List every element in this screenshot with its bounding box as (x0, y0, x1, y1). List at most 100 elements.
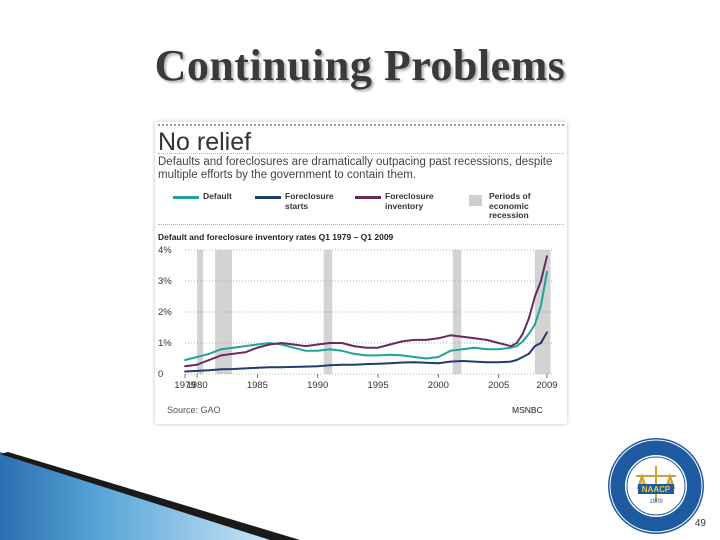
x-tick-label: 1980 (186, 380, 207, 391)
data-point (365, 363, 367, 365)
chart-headline: No relief (158, 128, 252, 156)
y-tick-label: 4% (158, 245, 172, 256)
data-point (540, 342, 542, 344)
data-point (232, 346, 235, 349)
data-point (196, 370, 198, 372)
x-tick-label: 1979 (174, 380, 195, 391)
data-point (280, 343, 283, 346)
legend-inventory-label: Foreclosure inventory (385, 191, 434, 211)
x-tick-label: 1995 (367, 380, 388, 391)
series-line-2 (184, 255, 548, 368)
data-point (527, 352, 530, 355)
data-point (220, 368, 223, 371)
data-point (540, 304, 542, 307)
footer-decoration (0, 452, 300, 540)
data-point (546, 255, 548, 258)
y-tick-label: 0 (158, 369, 163, 380)
data-point (485, 348, 488, 351)
data-point (461, 360, 464, 362)
data-point (377, 346, 379, 349)
x-tick-label: 2009 (536, 380, 557, 391)
svg-text:NAACP: NAACP (642, 485, 671, 494)
data-point (401, 340, 404, 343)
data-point (184, 365, 186, 368)
data-point (497, 348, 500, 351)
data-point (377, 354, 379, 357)
data-point (515, 342, 518, 344)
data-point (449, 349, 452, 352)
legend-inventory-swatch (355, 196, 381, 199)
data-point (365, 354, 367, 357)
data-point (316, 365, 319, 368)
data-point (509, 345, 512, 347)
legend-starts-label: Foreclosure starts (285, 191, 334, 211)
data-point (527, 317, 530, 320)
data-point (353, 345, 355, 347)
data-point (365, 346, 367, 349)
page-number: 49 (694, 518, 706, 529)
data-point (461, 348, 464, 351)
data-point (437, 337, 440, 340)
series-line-0 (184, 271, 548, 361)
data-point (316, 343, 319, 346)
data-point (220, 348, 223, 351)
data-point (304, 345, 307, 347)
data-point (232, 352, 235, 355)
data-point (461, 335, 464, 338)
data-point (220, 354, 223, 357)
chart-source: Source: GAO (167, 405, 221, 415)
data-point (196, 356, 198, 358)
data-point (244, 345, 247, 347)
data-point (208, 352, 211, 355)
data-point (377, 362, 379, 365)
data-point (292, 365, 295, 368)
data-point (425, 357, 428, 360)
data-point (389, 343, 392, 346)
data-point (196, 363, 198, 366)
data-point (534, 345, 536, 347)
data-point (268, 366, 271, 369)
data-point (413, 361, 416, 364)
data-point (184, 359, 186, 361)
legend-rule (158, 224, 564, 225)
data-point (521, 340, 524, 343)
data-point (437, 362, 440, 365)
data-point (292, 346, 295, 349)
data-point (437, 356, 440, 358)
data-point (292, 343, 295, 346)
chart-title: Default and foreclosure inventory rates … (158, 232, 394, 242)
data-point (485, 339, 488, 341)
series-line-1 (184, 331, 548, 373)
x-tick-label: 1985 (247, 380, 268, 391)
data-point (515, 345, 518, 347)
data-point (184, 370, 186, 373)
data-point (497, 342, 500, 344)
data-point (208, 369, 211, 372)
data-point (389, 362, 392, 365)
data-point (401, 354, 404, 357)
footer-dark-stripe (0, 452, 300, 540)
data-point (340, 342, 343, 344)
data-point (256, 366, 259, 369)
data-point (515, 359, 518, 361)
data-point (353, 352, 355, 355)
data-point (497, 361, 500, 364)
legend-recession-label: Periods of economic recession (489, 191, 531, 220)
data-point (340, 349, 343, 352)
x-tick-label: 2005 (488, 380, 509, 391)
svg-text:1909: 1909 (649, 499, 663, 505)
data-point (244, 351, 247, 354)
y-tick-label: 1% (158, 338, 172, 349)
chart-subtitle: Defaults and foreclosures are dramatical… (158, 156, 553, 181)
naacp-seal-logo: NAACP 1909 (608, 438, 704, 534)
data-point (546, 331, 548, 334)
recession-band (452, 250, 462, 374)
data-point (401, 361, 404, 364)
data-point (208, 359, 211, 361)
data-point (509, 360, 512, 363)
x-tick-label: 1990 (307, 380, 328, 391)
y-tick-label: 2% (158, 307, 172, 318)
legend-starts-swatch (255, 196, 281, 199)
data-point (540, 280, 542, 282)
data-point (473, 360, 476, 363)
